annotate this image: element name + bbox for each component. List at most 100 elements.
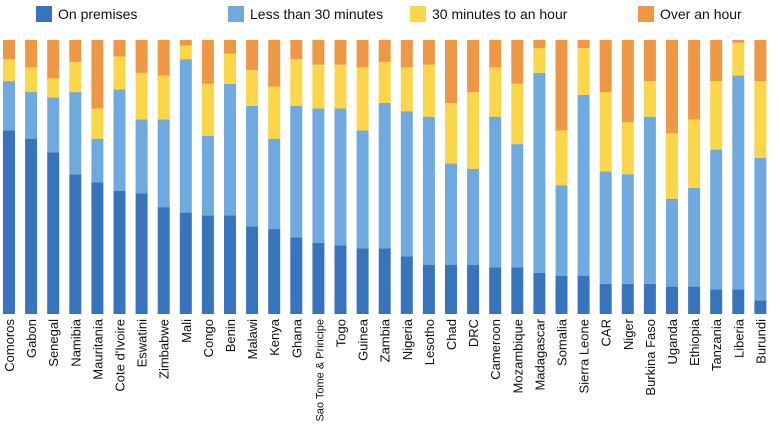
x-tick-label: Kenya	[267, 318, 282, 356]
bar-segment-2-1	[3, 81, 15, 131]
bar-segment-4-7	[135, 40, 148, 73]
bar-segment-4-1	[3, 40, 15, 60]
bar-segment-2-19	[400, 111, 413, 257]
bar-segment-1-16	[334, 245, 347, 314]
bar-segment-3-32	[688, 119, 701, 188]
bar-segment-3-34	[732, 42, 745, 76]
bar-segment-3-14	[290, 59, 303, 106]
bar-segment-3-19	[400, 67, 413, 112]
bar-segment-1-35	[754, 300, 767, 314]
bar-segment-4-8	[157, 40, 170, 76]
bar-segment-2-9	[179, 59, 192, 213]
bar-segment-4-13	[268, 40, 281, 87]
bar-segment-4-27	[577, 40, 590, 49]
x-tick-label: Senegal	[46, 319, 61, 367]
bar-segment-4-28	[599, 40, 612, 93]
bar-segment-1-26	[555, 275, 568, 314]
x-tick-label: Ethiopia	[687, 318, 702, 366]
bar-segment-2-5	[91, 138, 104, 183]
bar-segment-4-30	[643, 40, 656, 82]
bar-segment-2-32	[688, 187, 701, 287]
bar-segment-1-25	[533, 272, 546, 314]
bar-segment-4-3	[47, 40, 60, 79]
bar-segment-2-30	[643, 116, 656, 284]
bar-segment-2-8	[157, 119, 170, 208]
bar-segment-2-20	[422, 116, 435, 265]
bar-segment-3-2	[25, 67, 38, 93]
bar-segment-3-29	[621, 122, 634, 175]
bar-segment-4-17	[356, 40, 369, 68]
bar-segment-4-9	[179, 40, 192, 46]
legend-item-less-than-30: Less than 30 minutes	[228, 4, 383, 24]
x-tick-label: Zambia	[378, 318, 393, 362]
x-tick-label: DRC	[466, 319, 481, 347]
bar-segment-2-4	[69, 92, 82, 175]
bar-segment-1-22	[467, 264, 480, 314]
bar-segment-3-21	[445, 103, 457, 164]
bar-segment-1-13	[268, 229, 281, 314]
bar-segment-2-34	[732, 75, 745, 290]
bar-segment-2-18	[378, 103, 391, 249]
bar-segment-2-13	[268, 138, 281, 230]
x-tick-label: Guinea	[356, 318, 371, 361]
legend-swatch-over-hour	[638, 6, 654, 22]
bar-segment-1-31	[666, 286, 678, 314]
x-tick-label: Mozambique	[510, 319, 525, 393]
x-tick-label: Eswatini	[135, 319, 150, 368]
bar-segment-3-30	[643, 81, 656, 117]
bar-segment-3-28	[599, 92, 612, 172]
bar-segment-4-12	[246, 40, 259, 71]
x-tick-label: Burkina Faso	[643, 319, 658, 396]
x-tick-label: Zimbabwe	[157, 319, 172, 379]
bar-segment-2-22	[467, 168, 480, 265]
bar-segment-3-18	[378, 61, 391, 104]
bar-segment-3-10	[201, 83, 214, 136]
bar-segment-4-22	[467, 40, 480, 93]
bar-segment-3-17	[356, 67, 369, 131]
bar-segment-4-24	[511, 40, 524, 84]
bar-segment-2-10	[201, 135, 214, 216]
x-tick-label: Gabon	[24, 319, 39, 358]
bar-segment-3-31	[666, 133, 678, 199]
bar-segment-2-27	[577, 94, 590, 276]
bar-segment-1-27	[577, 275, 590, 314]
bar-segment-1-29	[621, 283, 634, 314]
bar-segment-3-7	[135, 72, 148, 120]
bar-segment-1-33	[710, 289, 723, 314]
x-tick-label: Lesotho	[422, 319, 437, 365]
legend-label-over-hour: Over an hour	[660, 6, 742, 22]
legend-label-less-than-30: Less than 30 minutes	[250, 6, 384, 22]
bar-segment-3-23	[489, 67, 502, 117]
bar-segment-4-29	[621, 40, 634, 123]
x-tick-label: Mauritania	[90, 318, 105, 379]
bar-segment-4-31	[666, 40, 678, 134]
bar-segment-1-11	[224, 215, 236, 314]
bar-segment-2-16	[334, 108, 347, 246]
bar-segment-4-10	[201, 40, 214, 84]
legend-item-over-hour: Over an hour	[638, 4, 742, 24]
bar-segment-3-15	[312, 64, 325, 109]
x-tick-label: Chad	[444, 319, 459, 350]
legend-swatch-30-to-hour	[410, 6, 426, 22]
bar-segment-2-25	[533, 72, 546, 273]
bar-segment-4-6	[113, 40, 126, 57]
bar-segment-4-23	[489, 40, 502, 68]
x-tick-label: Ghana	[289, 318, 304, 358]
bar-segment-3-26	[555, 130, 568, 186]
bar-segment-4-16	[334, 40, 347, 65]
x-tick-label: Burundi	[753, 319, 768, 364]
bar-segment-1-3	[47, 152, 60, 314]
bar-segment-1-15	[312, 242, 325, 314]
bar-segment-4-4	[69, 40, 82, 62]
bar-segment-3-16	[334, 64, 347, 109]
bar-segment-4-14	[290, 40, 303, 60]
x-tick-label: Uganda	[665, 318, 680, 364]
bar-segment-2-6	[113, 89, 126, 191]
x-tick-label: Somalia	[555, 318, 570, 366]
bar-segment-3-27	[577, 48, 590, 95]
bar-segment-3-3	[47, 78, 60, 98]
bar-segment-4-33	[710, 40, 723, 82]
legend-swatch-less-than-30	[228, 6, 244, 22]
bar-segment-1-17	[356, 248, 369, 314]
bar-segment-3-8	[157, 75, 170, 120]
